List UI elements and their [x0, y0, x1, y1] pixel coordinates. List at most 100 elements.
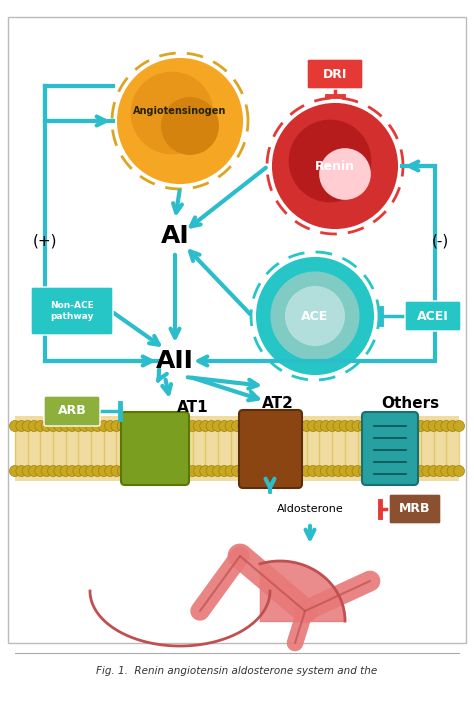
Circle shape: [327, 420, 337, 432]
Circle shape: [263, 420, 274, 432]
Circle shape: [447, 466, 458, 476]
Circle shape: [22, 466, 33, 476]
Circle shape: [206, 466, 217, 476]
Circle shape: [187, 420, 198, 432]
Circle shape: [339, 466, 350, 476]
Circle shape: [371, 420, 382, 432]
Circle shape: [143, 420, 154, 432]
Circle shape: [219, 420, 230, 432]
Circle shape: [251, 420, 262, 432]
Circle shape: [130, 466, 141, 476]
Circle shape: [301, 466, 312, 476]
Circle shape: [118, 420, 128, 432]
Circle shape: [251, 466, 262, 476]
Circle shape: [428, 466, 439, 476]
Circle shape: [132, 73, 212, 154]
Circle shape: [149, 420, 160, 432]
Circle shape: [149, 466, 160, 476]
Circle shape: [238, 420, 249, 432]
FancyBboxPatch shape: [44, 396, 100, 426]
Text: (+): (+): [33, 233, 57, 249]
Circle shape: [244, 420, 255, 432]
Circle shape: [66, 420, 78, 432]
Circle shape: [187, 466, 198, 476]
FancyBboxPatch shape: [8, 17, 466, 643]
Circle shape: [162, 98, 218, 154]
Text: AT2: AT2: [262, 397, 294, 412]
Circle shape: [358, 420, 369, 432]
Circle shape: [415, 420, 427, 432]
Circle shape: [320, 420, 331, 432]
Circle shape: [352, 420, 363, 432]
Circle shape: [118, 59, 242, 183]
Circle shape: [181, 466, 192, 476]
Text: ACEI: ACEI: [417, 309, 449, 323]
Circle shape: [295, 420, 306, 432]
Circle shape: [60, 420, 71, 432]
Circle shape: [105, 420, 116, 432]
Text: Renin: Renin: [315, 159, 355, 173]
Text: Non-ACE
pathway: Non-ACE pathway: [50, 301, 94, 321]
Circle shape: [130, 420, 141, 432]
Circle shape: [371, 466, 382, 476]
Text: AII: AII: [156, 349, 194, 373]
Circle shape: [9, 466, 20, 476]
Text: Aldosterone: Aldosterone: [277, 504, 343, 514]
Circle shape: [454, 466, 465, 476]
Circle shape: [454, 420, 465, 432]
Circle shape: [301, 420, 312, 432]
Circle shape: [282, 420, 293, 432]
Circle shape: [22, 420, 33, 432]
Circle shape: [365, 466, 376, 476]
Circle shape: [396, 466, 408, 476]
Text: ACE: ACE: [301, 309, 328, 323]
Circle shape: [118, 466, 128, 476]
Text: Fig. 1.  Renin angiotensin aldosterone system and the: Fig. 1. Renin angiotensin aldosterone sy…: [96, 666, 378, 676]
Circle shape: [314, 466, 325, 476]
Circle shape: [86, 420, 97, 432]
Circle shape: [263, 466, 274, 476]
Circle shape: [320, 466, 331, 476]
Circle shape: [181, 420, 192, 432]
Circle shape: [346, 466, 356, 476]
FancyBboxPatch shape: [239, 410, 302, 488]
Circle shape: [415, 466, 427, 476]
Circle shape: [98, 466, 109, 476]
Circle shape: [358, 466, 369, 476]
Circle shape: [137, 466, 147, 476]
Circle shape: [155, 420, 166, 432]
Circle shape: [54, 420, 65, 432]
Circle shape: [212, 466, 223, 476]
Circle shape: [403, 466, 414, 476]
Circle shape: [111, 420, 122, 432]
Circle shape: [35, 420, 46, 432]
Circle shape: [390, 420, 401, 432]
Circle shape: [238, 466, 249, 476]
Circle shape: [339, 420, 350, 432]
Circle shape: [41, 466, 52, 476]
Circle shape: [377, 420, 388, 432]
Circle shape: [219, 466, 230, 476]
FancyBboxPatch shape: [31, 287, 113, 335]
Circle shape: [79, 466, 90, 476]
Circle shape: [308, 420, 319, 432]
Text: AI: AI: [161, 224, 189, 248]
Circle shape: [16, 420, 27, 432]
FancyBboxPatch shape: [389, 494, 441, 524]
Circle shape: [168, 420, 179, 432]
Circle shape: [92, 466, 103, 476]
Circle shape: [9, 420, 20, 432]
Circle shape: [272, 272, 358, 360]
FancyBboxPatch shape: [307, 59, 363, 89]
Circle shape: [286, 287, 344, 345]
FancyBboxPatch shape: [362, 412, 418, 485]
Circle shape: [137, 420, 147, 432]
Circle shape: [47, 466, 59, 476]
Circle shape: [289, 420, 300, 432]
Circle shape: [346, 420, 356, 432]
FancyBboxPatch shape: [121, 412, 189, 485]
Circle shape: [447, 420, 458, 432]
Circle shape: [422, 420, 433, 432]
Circle shape: [225, 466, 236, 476]
Circle shape: [435, 466, 446, 476]
